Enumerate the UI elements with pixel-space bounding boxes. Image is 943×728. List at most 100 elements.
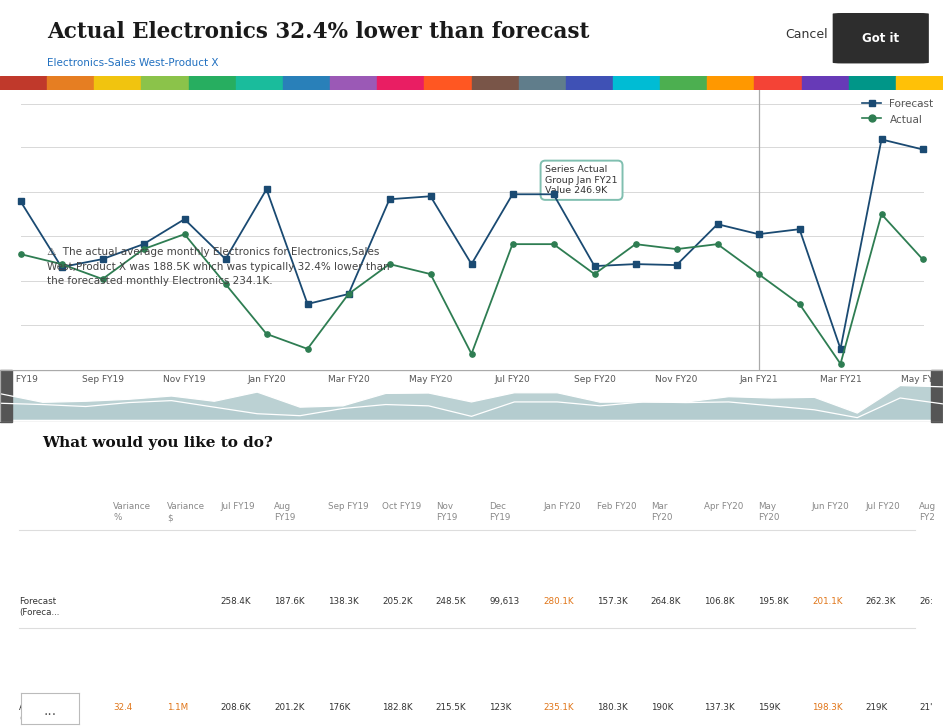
Text: 205.2K: 205.2K xyxy=(382,598,412,606)
Bar xyxy=(660,76,707,90)
Actual xyxy=(876,210,887,218)
Actual xyxy=(835,360,846,368)
Text: 182.8K: 182.8K xyxy=(382,703,412,712)
Text: 159K: 159K xyxy=(758,703,781,712)
Bar xyxy=(0,370,12,422)
Actual xyxy=(138,245,149,253)
Text: 32.4: 32.4 xyxy=(113,703,132,712)
Text: 235.1K: 235.1K xyxy=(543,703,573,712)
Text: What would you like to do?: What would you like to do? xyxy=(42,436,273,450)
Text: Jan FY20: Jan FY20 xyxy=(543,502,581,511)
Text: Jul FY20: Jul FY20 xyxy=(866,502,901,511)
Bar xyxy=(236,76,283,90)
Text: Feb FY20: Feb FY20 xyxy=(597,502,637,511)
Bar xyxy=(47,76,94,90)
Forecast xyxy=(794,225,805,234)
Text: Nov
FY19: Nov FY19 xyxy=(436,502,457,522)
Text: May
FY20: May FY20 xyxy=(758,502,780,522)
Actual xyxy=(630,240,641,248)
Text: 180.3K: 180.3K xyxy=(597,703,628,712)
Text: Sep FY19: Sep FY19 xyxy=(328,502,369,511)
Actual xyxy=(15,250,26,258)
Actual xyxy=(506,240,518,248)
Actual xyxy=(179,230,190,239)
Text: 1.1M: 1.1M xyxy=(167,703,188,712)
Text: 208.6K: 208.6K xyxy=(221,703,251,712)
Text: Mar
FY20: Mar FY20 xyxy=(651,502,672,522)
Text: Jun FY20: Jun FY20 xyxy=(812,502,850,511)
Forecast xyxy=(630,260,641,269)
Text: 201.2K: 201.2K xyxy=(274,703,305,712)
Bar xyxy=(754,76,802,90)
Actual xyxy=(753,269,764,278)
Bar xyxy=(802,76,849,90)
Text: 106.8K: 106.8K xyxy=(704,598,735,606)
Forecast xyxy=(425,192,437,201)
Bar xyxy=(519,76,566,90)
Text: 176K: 176K xyxy=(328,703,351,712)
Text: Variance
$: Variance $ xyxy=(167,502,205,522)
Text: Actual Electronics 32.4% lower than forecast: Actual Electronics 32.4% lower than fore… xyxy=(47,21,589,44)
Forecast xyxy=(56,263,67,272)
Text: Jul FY19: Jul FY19 xyxy=(221,502,256,511)
Forecast xyxy=(588,262,600,271)
Bar xyxy=(707,76,754,90)
Bar xyxy=(896,76,943,90)
Actual xyxy=(97,274,108,283)
Text: 198.3K: 198.3K xyxy=(812,703,842,712)
Forecast xyxy=(220,255,231,264)
Text: 21': 21' xyxy=(919,703,933,712)
Forecast xyxy=(97,255,108,264)
Text: Oct FY19: Oct FY19 xyxy=(382,502,422,511)
Actual xyxy=(261,330,273,339)
Text: 137.3K: 137.3K xyxy=(704,703,736,712)
Text: Aug
FY2: Aug FY2 xyxy=(919,502,936,522)
Actual xyxy=(56,260,67,269)
Bar xyxy=(931,370,943,422)
Forecast xyxy=(384,195,395,204)
Forecast xyxy=(548,190,559,199)
Text: 99,613: 99,613 xyxy=(489,598,520,606)
Text: Forecast
(Foreca...: Forecast (Foreca... xyxy=(19,598,59,617)
Text: 195.8K: 195.8K xyxy=(758,598,788,606)
Forecast xyxy=(506,190,518,199)
Text: 201.1K: 201.1K xyxy=(812,598,842,606)
Text: Series Actual
Group Jan FY21
Value 246.9K: Series Actual Group Jan FY21 Value 246.9… xyxy=(545,165,618,195)
Text: 215.5K: 215.5K xyxy=(436,703,466,712)
Forecast xyxy=(343,290,355,298)
Actual xyxy=(670,245,682,253)
Actual xyxy=(220,280,231,288)
Legend: Forecast, Actual: Forecast, Actual xyxy=(858,95,937,129)
Text: 190K: 190K xyxy=(651,703,673,712)
Bar xyxy=(141,76,189,90)
Actual xyxy=(794,300,805,309)
Text: ...: ... xyxy=(43,704,57,718)
Actual xyxy=(548,240,559,248)
Bar xyxy=(613,76,660,90)
Text: 280.1K: 280.1K xyxy=(543,598,573,606)
Bar xyxy=(849,76,896,90)
Actual xyxy=(712,240,723,248)
Text: 138.3K: 138.3K xyxy=(328,598,359,606)
Bar xyxy=(0,76,47,90)
Text: 262.3K: 262.3K xyxy=(866,598,896,606)
Text: 258.4K: 258.4K xyxy=(221,598,251,606)
Bar xyxy=(472,76,519,90)
Actual xyxy=(425,269,437,278)
Bar xyxy=(189,76,236,90)
Actual xyxy=(343,290,355,298)
Actual xyxy=(588,269,600,278)
Forecast xyxy=(670,261,682,269)
Forecast xyxy=(876,135,887,144)
Forecast xyxy=(712,220,723,229)
Text: Apr FY20: Apr FY20 xyxy=(704,502,744,511)
Bar xyxy=(330,76,377,90)
Text: Cancel: Cancel xyxy=(785,28,828,41)
Text: 248.5K: 248.5K xyxy=(436,598,466,606)
Bar xyxy=(424,76,472,90)
Text: Electronics-Sales West-Product X: Electronics-Sales West-Product X xyxy=(47,58,219,68)
Bar xyxy=(283,76,330,90)
Forecast xyxy=(261,185,273,194)
Line: Forecast: Forecast xyxy=(18,137,925,352)
Bar xyxy=(377,76,424,90)
